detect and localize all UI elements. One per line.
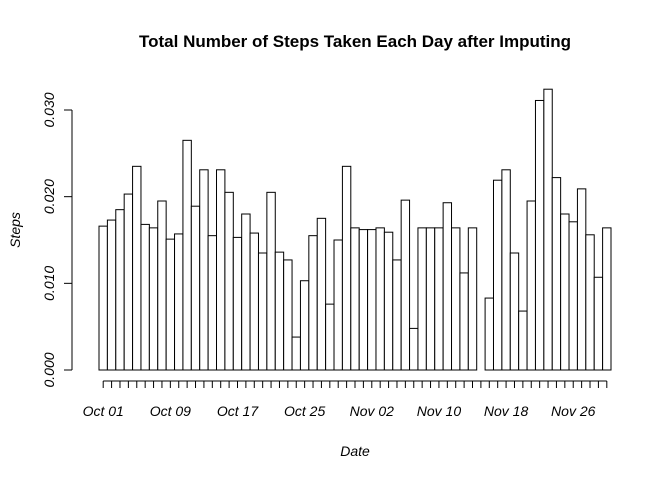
bar [308,235,318,371]
y-tick-label: 0.020 [41,179,57,214]
bar [543,88,553,371]
x-axis-label: Date [340,443,370,459]
bar [190,205,201,371]
bar [274,251,285,371]
bar [216,169,226,371]
bar [560,213,570,371]
y-tick-label: 0.030 [41,92,57,127]
bar [367,229,377,371]
x-tick-label: Oct 25 [284,403,325,419]
y-tick-label: 0.000 [41,352,57,387]
bar [492,179,503,371]
bar [425,227,436,371]
bar [459,272,469,371]
bar [140,223,150,371]
x-tick-label: Oct 09 [150,403,191,419]
bar [509,252,520,371]
bar [325,303,335,371]
bar [451,227,461,371]
bar [182,139,192,371]
bar [375,227,385,371]
bar [341,165,352,371]
x-tick-label: Nov 18 [484,403,529,419]
bar [132,165,142,371]
x-tick-label: Oct 17 [217,403,259,419]
bar [484,297,494,371]
bar [467,227,478,371]
bar [106,219,117,371]
bar [358,229,369,371]
bar [501,169,511,371]
bar [207,235,218,371]
bar [241,213,251,371]
bar [434,227,444,371]
bar [333,239,343,371]
bar [534,99,545,371]
y-axis-label: Steps [7,212,23,248]
bar [232,236,243,371]
bar [585,234,595,371]
bar [199,169,209,371]
bar [526,200,536,371]
bar [442,202,453,371]
bar [551,177,562,371]
bar [518,310,528,371]
bar [115,209,125,371]
bar [291,336,301,371]
bar [602,227,612,371]
x-tick-label: Oct 01 [83,403,124,419]
x-tick-label: Nov 02 [350,403,395,419]
bar [148,227,159,371]
bar [417,227,427,371]
bar [568,221,578,371]
bar [123,193,134,371]
bar [283,259,293,371]
bar [299,280,310,371]
bar [157,200,167,371]
bar [257,252,268,371]
y-tick-label: 0.010 [41,266,57,301]
chart-title: Total Number of Steps Taken Each Day aft… [139,32,571,51]
bar [174,233,184,371]
bar [400,199,411,371]
bar [409,327,419,371]
bar [593,276,604,371]
bar [316,217,327,371]
bar [224,191,234,371]
bar [383,231,394,371]
bar [350,227,360,371]
bar [576,188,587,371]
bar [266,191,276,371]
bar [165,238,176,371]
x-tick-label: Nov 10 [417,403,462,419]
bar [98,225,108,371]
bar [392,259,402,371]
x-tick-label: Nov 26 [551,403,596,419]
bar [249,232,259,371]
